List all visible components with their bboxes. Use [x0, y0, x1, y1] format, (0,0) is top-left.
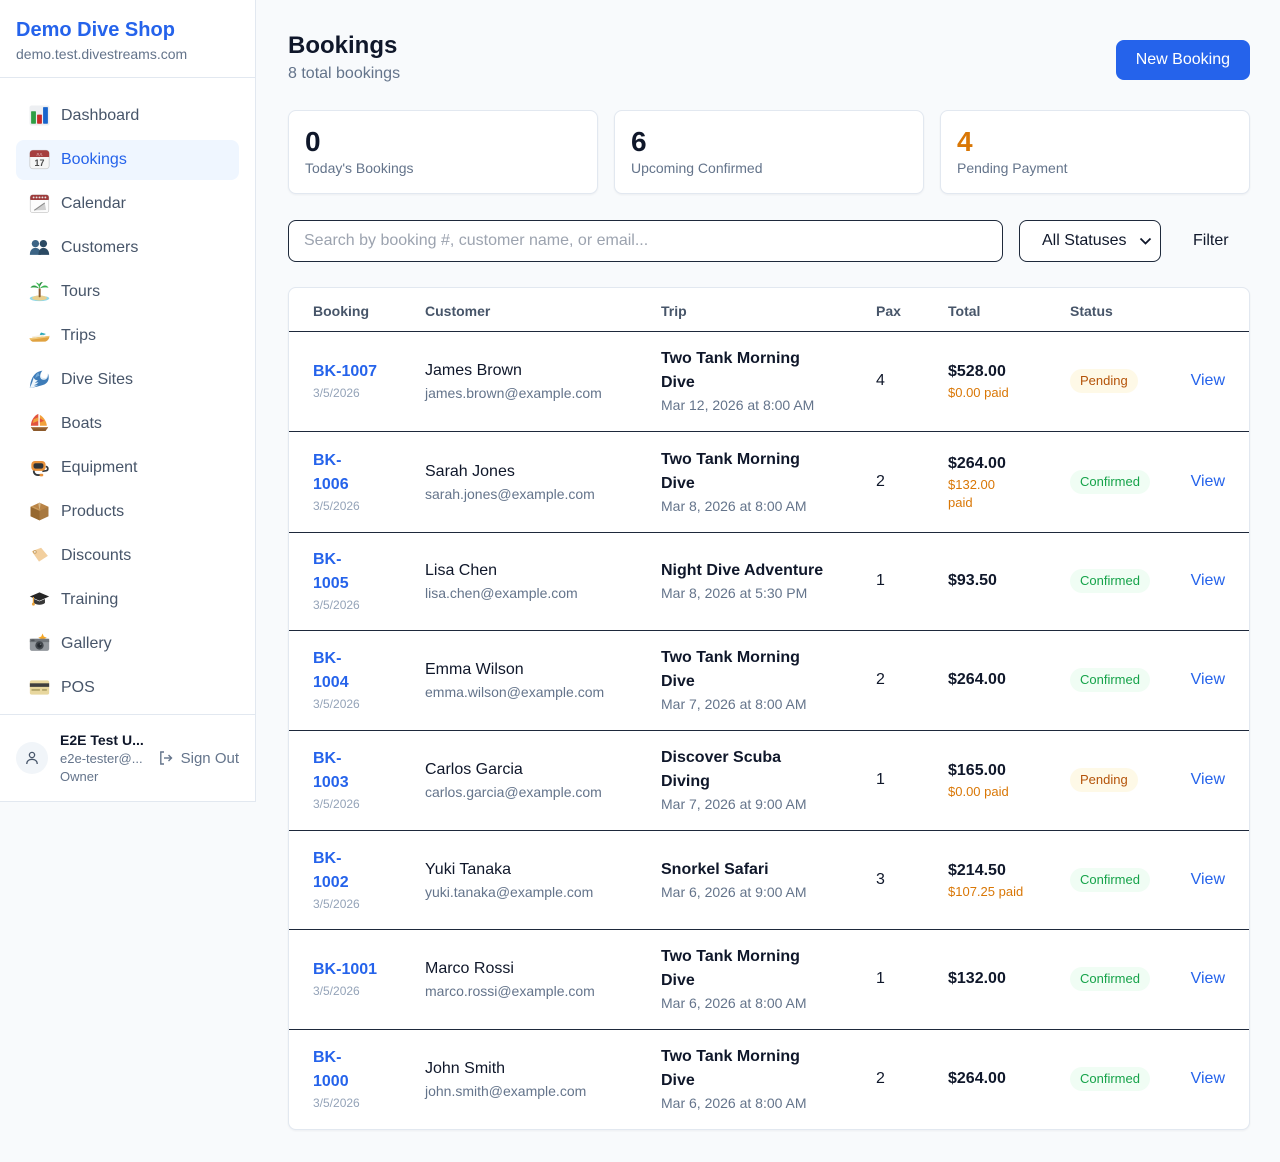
svg-text:17: 17 — [35, 158, 45, 168]
svg-text:JUL: JUL — [36, 152, 43, 156]
